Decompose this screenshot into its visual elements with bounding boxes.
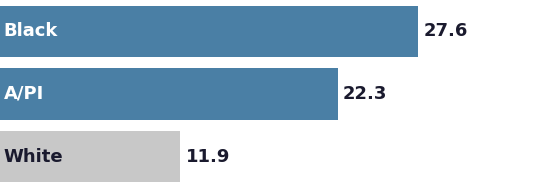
- Bar: [0, 131, 180, 182]
- Bar: [0, 6, 418, 57]
- Text: 11.9: 11.9: [185, 148, 230, 166]
- Text: 22.3: 22.3: [343, 85, 387, 103]
- Text: A/PI: A/PI: [4, 85, 44, 103]
- Text: Black: Black: [4, 22, 58, 40]
- Text: White: White: [4, 148, 63, 166]
- Text: 27.6: 27.6: [424, 22, 468, 40]
- Bar: [0, 68, 338, 120]
